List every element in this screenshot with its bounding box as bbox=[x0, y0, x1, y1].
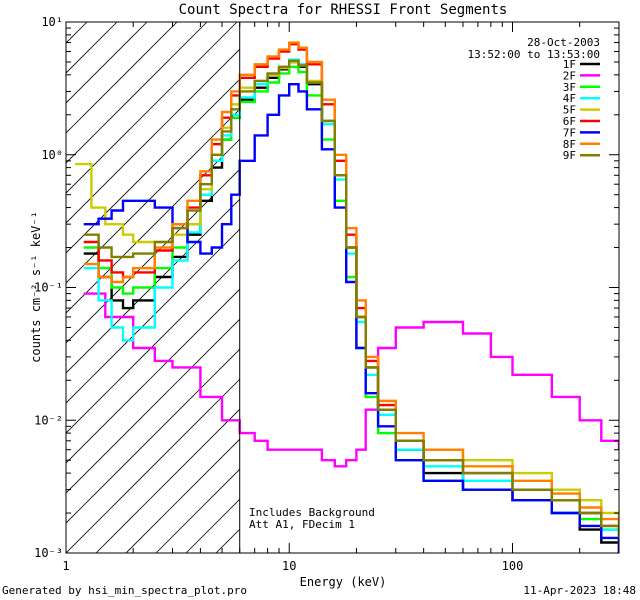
y-axis-label: counts cm⁻² s⁻¹ keV⁻¹ bbox=[29, 211, 43, 363]
y-tick-label: 10⁻¹ bbox=[34, 281, 63, 295]
legend-label-8F: 8F bbox=[563, 138, 576, 151]
legend-label-2F: 2F bbox=[563, 69, 576, 82]
legend-label-9F: 9F bbox=[563, 149, 576, 162]
attenuator-hatch-region bbox=[66, 22, 619, 553]
legend-label-7F: 7F bbox=[563, 126, 576, 139]
annotation-attenuator: Att A1, FDecim 1 bbox=[249, 518, 355, 531]
date-label: 28-Oct-2003 bbox=[527, 36, 600, 49]
footer-generated-by: Generated by hsi_min_spectra_plot.pro bbox=[2, 584, 247, 597]
time-range-label: 13:52:00 to 13:53:00 bbox=[468, 48, 600, 61]
hatch-line bbox=[66, 22, 208, 164]
hatch-line bbox=[66, 22, 298, 254]
series-line-9F bbox=[83, 59, 619, 538]
series-line-8F bbox=[83, 41, 619, 534]
y-tick-label: 10⁻² bbox=[34, 413, 63, 427]
hatch-mask bbox=[239, 22, 619, 553]
hatch-line bbox=[66, 22, 178, 134]
y-tick-label: 10⁰ bbox=[41, 148, 63, 162]
hatch-line bbox=[66, 22, 268, 224]
legend-label-4F: 4F bbox=[563, 92, 576, 105]
x-tick-label: 100 bbox=[502, 559, 524, 573]
x-axis-label: Energy (keV) bbox=[300, 575, 387, 589]
x-tick-label: 1 bbox=[62, 559, 69, 573]
series-line-7F bbox=[83, 83, 619, 553]
legend-label-1F: 1F bbox=[563, 58, 576, 71]
annotation-background: Includes Background bbox=[249, 506, 375, 519]
footer-timestamp: 11-Apr-2023 18:48 bbox=[523, 584, 636, 597]
legend-label-5F: 5F bbox=[563, 104, 576, 117]
axis-ticks: 1 10 100 10⁻³ 10⁻² 10⁻¹ 10⁰ 10¹ bbox=[34, 15, 620, 573]
hatch-line bbox=[66, 22, 238, 194]
legend-label-6F: 6F bbox=[563, 115, 576, 128]
chart-title: Count Spectra for RHESSI Front Segments bbox=[179, 2, 508, 18]
x-tick-label: 10 bbox=[282, 559, 296, 573]
series-group bbox=[75, 41, 619, 553]
y-tick-label: 10¹ bbox=[41, 15, 63, 29]
series-line-2F bbox=[83, 292, 619, 468]
legend-label-3F: 3F bbox=[563, 81, 576, 94]
y-tick-label: 10⁻³ bbox=[34, 546, 63, 560]
